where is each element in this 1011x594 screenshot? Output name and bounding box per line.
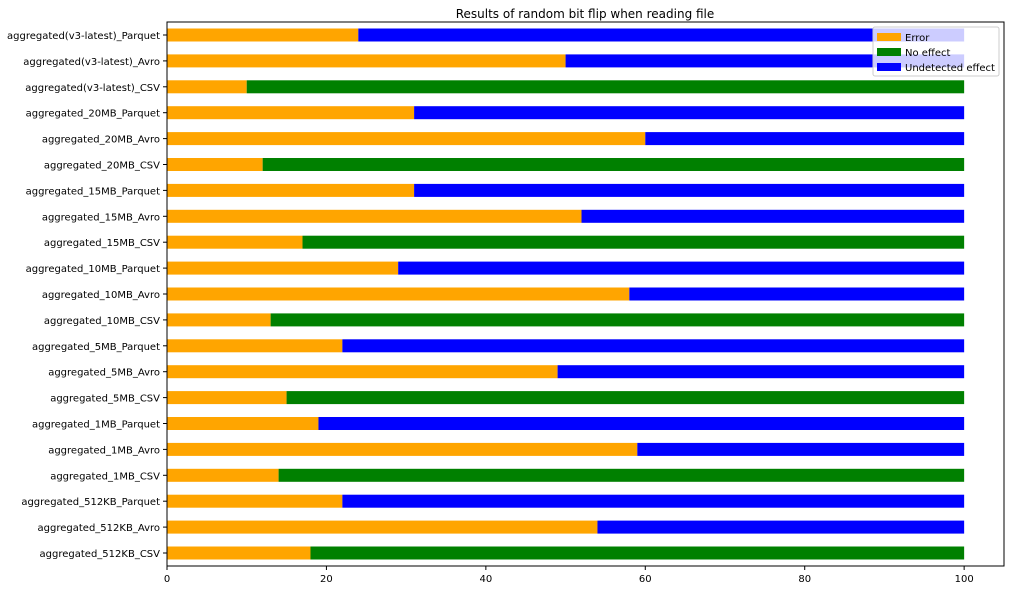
bar-error	[167, 546, 311, 560]
x-tick-label: 100	[955, 574, 974, 585]
bar-undetected-effect	[358, 28, 965, 42]
y-tick-label: aggregated(v3-latest)_Parquet	[7, 31, 160, 42]
bar-error	[167, 209, 582, 223]
bar-error	[167, 106, 415, 120]
y-tick-labels: aggregated(v3-latest)_Parquet aggregated(…	[7, 31, 167, 560]
y-tick-label: aggregated_20MB_CSV	[44, 161, 160, 172]
bar-no-effect	[310, 546, 965, 560]
bar-error	[167, 80, 247, 94]
y-tick-label: aggregated_10MB_Parquet	[26, 264, 160, 275]
legend: Error No effect Undetected effect	[872, 26, 1000, 77]
y-tick-label: aggregated_5MB_Parquet	[32, 342, 160, 353]
chart-title: Results of random bit flip when reading …	[456, 7, 715, 21]
bar-undetected-effect	[629, 287, 965, 301]
x-tick-label: 40	[479, 574, 492, 585]
y-tick-label: aggregated_1MB_CSV	[50, 471, 160, 482]
y-tick-label: aggregated_1MB_Parquet	[32, 420, 160, 431]
bar-undetected-effect	[342, 339, 965, 353]
bar-error	[167, 417, 319, 430]
y-tick-label: aggregated_5MB_CSV	[50, 394, 160, 405]
bar-undetected-effect	[342, 494, 965, 508]
legend-label: Undetected effect	[905, 63, 995, 74]
bar-undetected-effect	[637, 442, 965, 456]
bar-error	[167, 54, 566, 68]
bar-undetected-effect	[398, 261, 965, 275]
y-tick-label: aggregated_10MB_Avro	[42, 290, 160, 301]
bar-undetected-effect	[414, 183, 965, 197]
bar-error	[167, 494, 343, 508]
y-tick-label: aggregated_512KB_CSV	[40, 549, 161, 560]
y-tick-label: aggregated_20MB_Avro	[42, 135, 160, 146]
bar-error	[167, 183, 415, 197]
legend-label: Error	[905, 33, 930, 44]
y-tick-label: aggregated(v3-latest)_Avro	[23, 57, 160, 68]
bar-undetected-effect	[581, 209, 965, 223]
bar-error	[167, 235, 303, 249]
bar-no-effect	[302, 235, 965, 249]
bar-undetected-effect	[597, 520, 965, 534]
bar-undetected-effect	[565, 54, 965, 68]
bar-no-effect	[286, 391, 965, 405]
bar-error	[167, 365, 558, 379]
y-tick-label: aggregated_512KB_Avro	[38, 523, 160, 534]
bar-error	[167, 261, 399, 275]
bar-no-effect	[278, 468, 965, 482]
bar-undetected-effect	[318, 417, 965, 430]
bar-error	[167, 287, 630, 301]
bar-no-effect	[270, 313, 965, 327]
bar-error	[167, 132, 646, 146]
legend-swatch	[877, 63, 901, 71]
y-tick-label: aggregated_1MB_Avro	[48, 445, 160, 456]
bar-no-effect	[262, 158, 965, 171]
y-tick-label: aggregated_15MB_Parquet	[26, 186, 160, 197]
bars-layer	[167, 28, 965, 560]
x-tick-label: 80	[798, 574, 811, 585]
legend-swatch	[877, 33, 901, 41]
bar-undetected-effect	[557, 365, 965, 379]
y-tick-label: aggregated_512KB_Parquet	[21, 497, 160, 508]
y-tick-label: aggregated_15MB_Avro	[42, 212, 160, 223]
bar-error	[167, 468, 279, 482]
y-tick-label: aggregated_10MB_CSV	[44, 316, 160, 327]
x-tick-label: 20	[320, 574, 333, 585]
legend-label: No effect	[905, 48, 950, 59]
legend-box	[872, 26, 1000, 77]
bar-undetected-effect	[414, 106, 965, 120]
y-tick-label: aggregated_20MB_Parquet	[26, 109, 160, 120]
x-tick-labels: 0 20 40 60 80 100	[164, 566, 974, 585]
y-tick-label: aggregated(v3-latest)_CSV	[25, 83, 160, 94]
y-tick-label: aggregated_15MB_CSV	[44, 238, 160, 249]
bar-error	[167, 520, 598, 534]
y-tick-label: aggregated_5MB_Avro	[48, 368, 160, 379]
x-tick-label: 60	[639, 574, 652, 585]
x-tick-label: 0	[164, 574, 170, 585]
legend-swatch	[877, 48, 901, 56]
bar-error	[167, 158, 263, 171]
bar-error	[167, 28, 359, 42]
bar-error	[167, 442, 638, 456]
bar-error	[167, 313, 271, 327]
bar-error	[167, 391, 287, 405]
bar-undetected-effect	[645, 132, 965, 146]
bar-no-effect	[246, 80, 965, 94]
bar-error	[167, 339, 343, 353]
